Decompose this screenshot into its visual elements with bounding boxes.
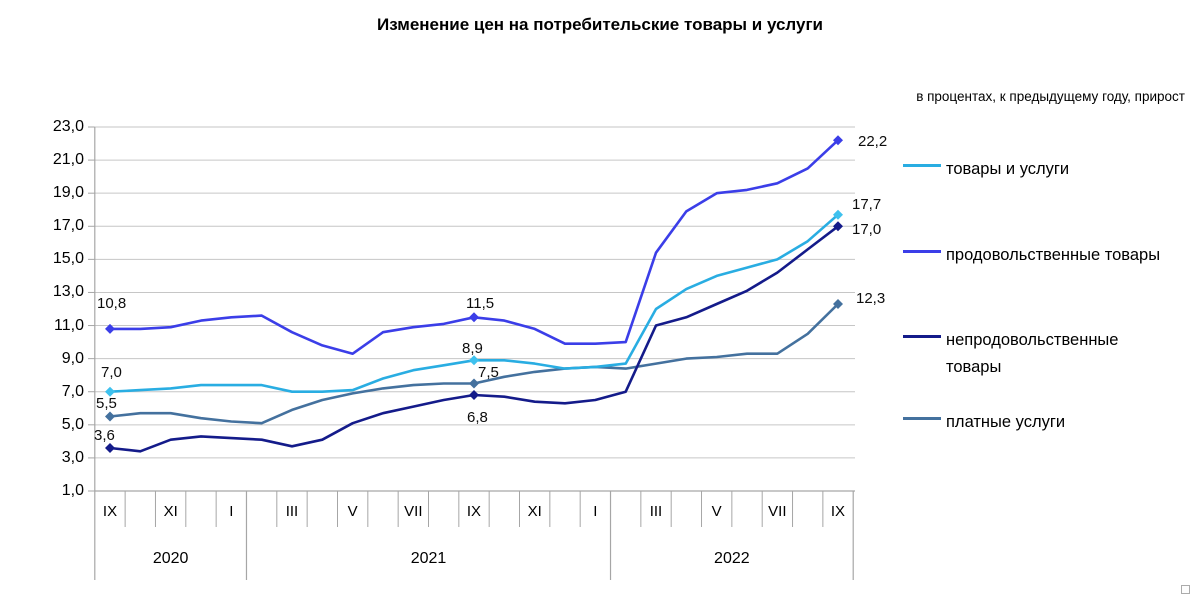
y-tick-label: 3,0 [61,448,84,466]
data-label-8-9: 8,9 [462,340,483,357]
y-tick-label: 9,0 [61,349,84,367]
legend-line-swatch [903,250,941,253]
data-label-6-8: 6,8 [467,409,488,426]
marker-diamond-платные-услуги [832,299,843,310]
x-tick-label: III [649,503,663,520]
marker-diamond-продовольственные-товары [105,323,115,334]
y-tick-label: 11,0 [54,316,84,334]
marker-diamond-платные-услуги [105,411,115,422]
data-label-7-0: 7,0 [101,364,122,381]
marker-diamond-товары-и-услуги [105,386,115,397]
legend-item-1: товары и услуги [903,156,1195,216]
chart-subtitle: в процентах, к предыдущему году, прирост [916,89,1185,104]
legend-line-swatch [903,164,941,167]
data-label-17-0: 17,0 [852,221,882,238]
data-label-10-8: 10,8 [97,295,127,312]
data-label-12-3: 12,3 [856,290,886,307]
marker-diamond-продовольственные-товары [468,312,479,323]
y-tick-label: 19,0 [52,184,84,202]
year-label-2022: 2022 [714,550,750,567]
y-tick-label: 13,0 [52,283,84,301]
x-tick-label: VII [768,503,787,520]
legend-label: непродовольственные товары [946,331,1119,376]
data-label-5-5: 5,5 [96,395,117,412]
data-label-7-5: 7,5 [478,364,499,381]
x-tick-label: IX [830,503,846,520]
y-tick-label: 5,0 [61,415,84,433]
x-tick-label: I [593,503,598,520]
x-tick-label: VII [404,503,423,520]
y-tick-label: 1,0 [61,482,84,499]
data-label-22-2: 22,2 [858,133,888,150]
x-tick-label: XI [163,503,178,520]
marker-diamond-непродовольственные-товары [832,221,843,232]
legend-item-4: платные услуги [903,409,1195,469]
data-label-3-6: 3,6 [94,427,115,444]
chart-title: Изменение цен на потребительские товары … [377,15,823,34]
data-label-11-5: 11,5 [466,295,495,312]
x-tick-label: III [285,503,299,520]
legend-item-3: непродовольственные товары [903,327,1195,387]
y-tick-label: 15,0 [52,250,84,268]
marker-diamond-непродовольственные-товары [468,390,479,401]
x-tick-label: V [711,503,722,520]
y-tick-label: 23,0 [52,118,84,135]
y-tick-label: 21,0 [52,151,84,169]
data-label-17-7: 17,7 [852,196,882,213]
marker-diamond-товары-и-услуги [468,355,479,366]
resize-handle[interactable] [1181,585,1190,594]
legend-line-swatch [903,335,941,338]
y-tick-label: 7,0 [61,382,84,400]
marker-diamond-товары-и-услуги [832,209,843,220]
legend-label: платные услуги [946,413,1066,431]
marker-diamond-непродовольственные-товары [105,442,115,453]
legend-label: продовольственные товары [946,246,1161,264]
year-label-2021: 2021 [410,550,447,567]
marker-diamond-продовольственные-товары [832,135,843,146]
legend-line-swatch [903,417,941,420]
x-tick-label: IX [102,503,118,520]
x-tick-label: XI [527,503,542,520]
marker-diamond-платные-услуги [468,378,479,389]
legend-item-2: продовольственные товары [903,242,1195,302]
x-tick-label: I [229,503,234,520]
x-tick-label: V [347,503,358,520]
y-tick-label: 17,0 [52,217,84,235]
x-tick-label: IX [466,503,482,520]
year-label-2020: 2020 [152,550,189,567]
legend-label: товары и услуги [946,160,1070,178]
